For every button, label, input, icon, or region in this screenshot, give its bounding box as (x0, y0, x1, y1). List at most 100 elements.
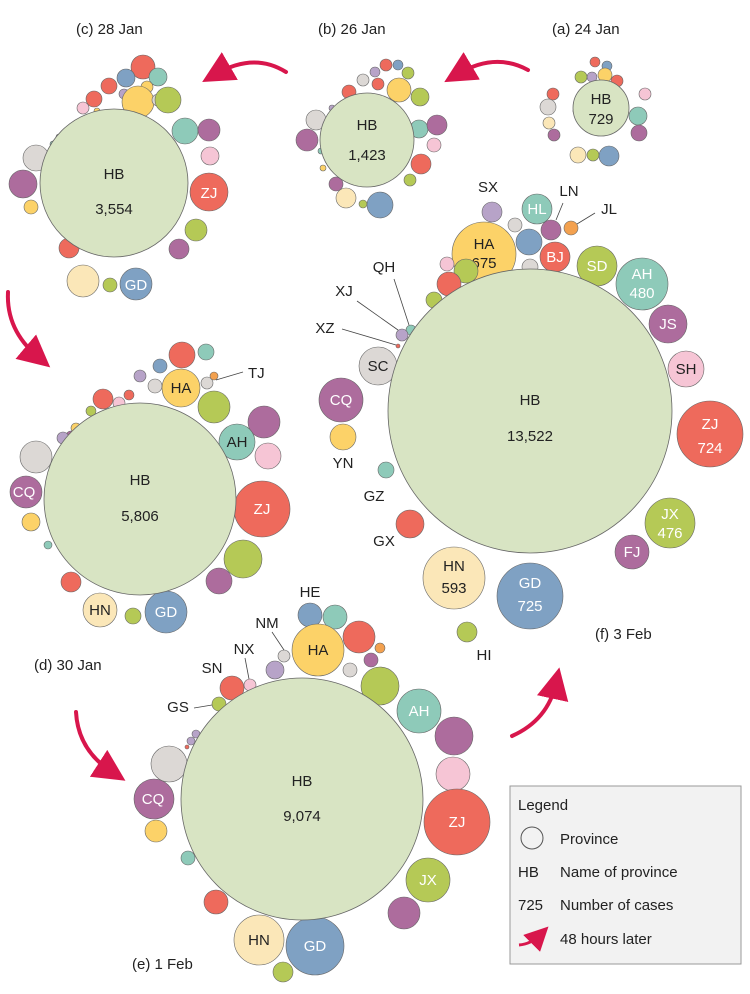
bubble (272, 961, 294, 983)
arrow-a-to-b (444, 52, 530, 83)
province-label-zj: ZJ (254, 501, 271, 518)
bubble (358, 199, 368, 209)
province-label-hn: HN (248, 932, 270, 949)
legend-province-text: Province (560, 831, 618, 848)
panel-c: (c) 28 Jan ZJ GD HB 3,554 (8, 21, 229, 301)
bubble (434, 716, 474, 756)
bubble (200, 376, 214, 390)
province-label-cq: CQ (330, 392, 353, 409)
hb-cases: 3,554 (95, 201, 133, 218)
count-hn: 593 (441, 580, 466, 597)
bubble (395, 328, 409, 342)
bubble (423, 788, 491, 856)
leader-line (271, 631, 285, 651)
province-label-gd: GD (519, 575, 542, 592)
legend-number-key: 725 (518, 897, 543, 914)
province-label-gs: GS (167, 699, 189, 716)
bubble (453, 258, 479, 284)
hb-bubble (180, 677, 424, 921)
panel-e: (e) 1 Feb HE HA NM NX SN GS AH CQ (132, 584, 491, 983)
bubble (92, 388, 114, 410)
bubble (396, 688, 442, 734)
province-label-fj: FJ (624, 544, 641, 561)
legend-name-key: HB (518, 864, 539, 881)
bubble (328, 176, 344, 192)
bubble (379, 58, 393, 72)
bubble (102, 277, 118, 293)
province-label-zj: ZJ (449, 814, 466, 831)
province-label-yn: YN (333, 455, 354, 472)
panel-a: (a) 24 Jan HB 729 (539, 21, 652, 167)
province-label-jx: JX (661, 506, 679, 523)
province-label-gd: GD (304, 938, 327, 955)
bubble (85, 90, 103, 108)
bubble (119, 267, 153, 301)
bubble (133, 369, 147, 383)
province-label-hi: HI (477, 647, 492, 664)
hb-cases: 5,806 (121, 508, 159, 525)
bubble (130, 54, 156, 80)
count-ah: 480 (629, 285, 654, 302)
bubble (9, 475, 43, 509)
province-label-jl: JL (601, 201, 617, 218)
bubble (76, 101, 90, 115)
hb-bubble (43, 402, 237, 596)
bubble (356, 73, 370, 87)
bubble (200, 146, 220, 166)
bubble (386, 77, 412, 103)
bubble (100, 77, 118, 95)
province-label-he: HE (300, 584, 321, 601)
bubble (291, 623, 345, 677)
legend-name-desc: Name of province (560, 864, 678, 881)
leader-line (576, 212, 596, 225)
bubble (342, 620, 376, 654)
arrow-e-to-f (510, 667, 569, 738)
panel-a-label: (a) 24 Jan (552, 21, 620, 38)
province-label-ha: HA (171, 380, 192, 397)
province-label-ha: HA (308, 642, 329, 659)
bubble (144, 819, 168, 843)
province-label-nx: NX (234, 641, 255, 658)
bubble (395, 509, 425, 539)
province-label-zj: ZJ (702, 416, 719, 433)
bubble (60, 571, 82, 593)
hb-label: HB (520, 392, 541, 409)
leader-line (393, 278, 410, 326)
legend-box (509, 785, 742, 965)
province-label-sn: SN (202, 660, 223, 677)
hb-cases: 13,522 (507, 428, 553, 445)
bubble (676, 400, 744, 468)
province-label-hn: HN (89, 602, 111, 619)
bubble (168, 238, 190, 260)
count-jx: 476 (657, 525, 682, 542)
bubble (515, 228, 543, 256)
bubble (21, 512, 41, 532)
panel-d-label: (d) 30 Jan (34, 657, 102, 674)
bubble (186, 736, 196, 746)
bubble (209, 371, 219, 381)
bubble (615, 257, 669, 311)
province-label-bj: BJ (546, 249, 564, 266)
province-label-ah: AH (409, 703, 430, 720)
legend-title: Legend (518, 797, 568, 814)
bubble (184, 744, 190, 750)
bubble (369, 66, 381, 78)
bubble (569, 146, 587, 164)
leader-line (215, 371, 244, 381)
bubble (630, 124, 648, 142)
bubble (189, 172, 229, 212)
province-label-js: JS (659, 316, 677, 333)
count-gd: 725 (517, 598, 542, 615)
province-label-hn: HN (443, 558, 465, 575)
bubble (277, 649, 291, 663)
province-label-ha: HA (474, 236, 495, 253)
bubble (426, 114, 448, 136)
province-label-jx: JX (419, 872, 437, 889)
province-label-ln: LN (559, 183, 578, 200)
leader-line (356, 300, 399, 331)
bubble (319, 164, 327, 172)
panel-f-label: (f) 3 Feb (595, 626, 652, 643)
hb-bubble (319, 92, 415, 188)
bubble (342, 662, 358, 678)
